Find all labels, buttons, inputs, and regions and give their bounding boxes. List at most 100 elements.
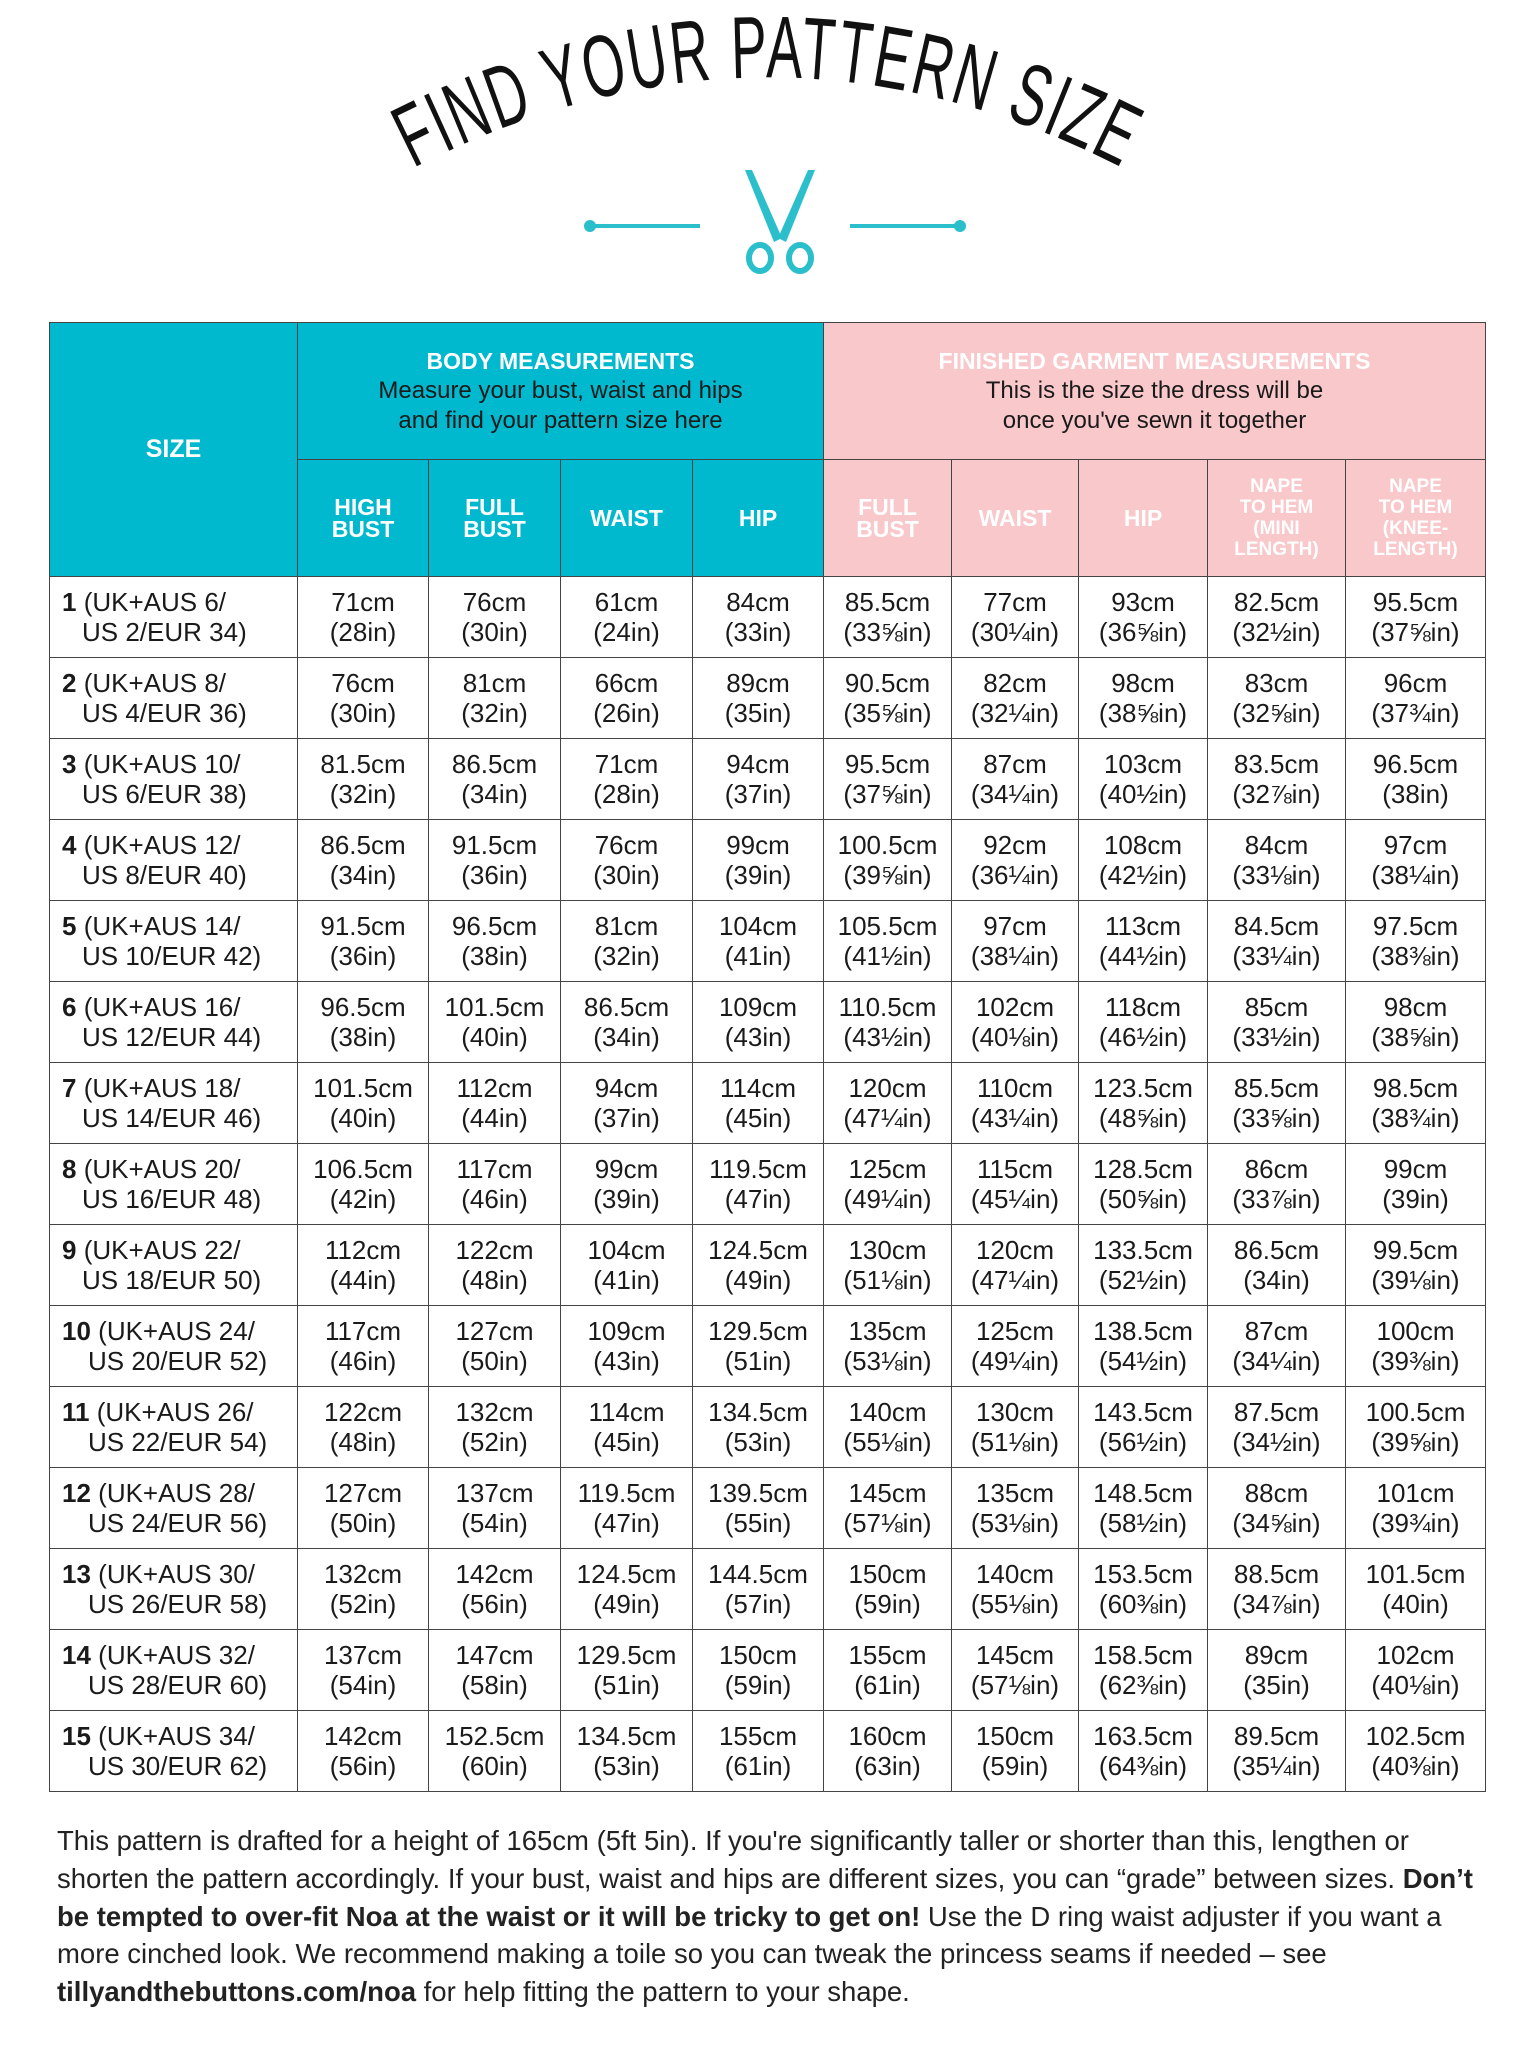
inch-value: (38⅜in) [1371, 941, 1460, 971]
column-header-line: FULL [858, 494, 917, 520]
measurement-cell: 94cm (37in) [560, 1062, 693, 1144]
cm-value: 150cm [848, 1559, 927, 1589]
column-header-line: FULL [465, 494, 524, 520]
column-header: NAPE TO HEM (MINI LENGTH) [1207, 459, 1346, 577]
inch-value: (55⅛in) [970, 1589, 1060, 1619]
measurement-cell: 150cm (59in) [951, 1710, 1079, 1792]
size-equivalents: US 14/EUR 46) [82, 1103, 262, 1133]
cm-value: 145cm [975, 1640, 1055, 1670]
cm-value: 143.5cm [1093, 1397, 1193, 1427]
inch-value: (61in) [854, 1670, 921, 1700]
inch-value: (59in) [854, 1589, 921, 1619]
measurement-cell: 83.5cm (32⅞in) [1207, 738, 1346, 820]
inch-value: (42in) [329, 1184, 397, 1214]
inch-value: (49¼in) [970, 1346, 1060, 1376]
column-header: FULL BUST [823, 459, 952, 577]
inch-value: (41in) [724, 941, 792, 971]
inch-value: (42½in) [1098, 860, 1188, 890]
measurement-cell: 135cm (53⅛in) [823, 1305, 952, 1387]
table-row: 6 (UK+AUS 16/US 12/EUR 44) 96.5cm (38in) 10… [49, 981, 1487, 1063]
measurement-cell: 108cm (42½in) [1078, 819, 1208, 901]
cm-value: 84cm [726, 587, 790, 617]
cm-value: 83.5cm [1233, 749, 1320, 779]
inch-value: (51in) [593, 1670, 660, 1700]
measurement-cell: 83cm (32⅝in) [1207, 657, 1346, 739]
measurement-cell: 76cm (30in) [297, 657, 429, 739]
cm-value: 120cm [975, 1235, 1055, 1265]
measurement-cell: 142cm (56in) [297, 1710, 429, 1792]
inch-value: (38in) [1382, 779, 1449, 809]
cm-value: 95.5cm [1372, 587, 1459, 617]
measurement-cell: 134.5cm (53in) [692, 1386, 824, 1468]
size-number: 10 [62, 1316, 91, 1346]
cm-value: 147cm [455, 1640, 534, 1670]
measurement-cell: 158.5cm (62⅜in) [1078, 1629, 1208, 1711]
cm-value: 83cm [1244, 668, 1309, 698]
cm-value: 97cm [1383, 830, 1448, 860]
size-equivalents: (UK+AUS 20/ [83, 1154, 241, 1184]
measurement-cell: 98cm (38⅝in) [1344, 981, 1487, 1063]
measurement-cell: 89.5cm (35¼in) [1207, 1710, 1346, 1792]
cm-value: 129.5cm [576, 1640, 677, 1670]
inch-value: (32in) [329, 779, 397, 809]
inch-value: (39⅛in) [1371, 1265, 1460, 1295]
cm-value: 150cm [975, 1721, 1055, 1751]
measurement-cell: 140cm (55⅛in) [823, 1386, 952, 1468]
column-header-line: BUST [463, 516, 526, 542]
group-title: FINISHED GARMENT MEASUREMENTS [938, 348, 1371, 374]
size-number: 1 [62, 587, 77, 617]
inch-value: (40in) [461, 1022, 528, 1052]
inch-value: (33½in) [1232, 1022, 1321, 1052]
table-row: 14 (UK+AUS 32/US 28/EUR 60) 137cm (54in) 14… [49, 1629, 1487, 1711]
size-cell: 10 (UK+AUS 24/US 20/EUR 52) [49, 1305, 298, 1387]
measurement-cell: 153.5cm (60⅜in) [1078, 1548, 1208, 1630]
size-equivalents: (UK+AUS 8/ [83, 668, 227, 698]
inch-value: (57⅛in) [843, 1508, 932, 1538]
website-link[interactable]: tillyandthebuttons.com/noa [57, 1976, 417, 2008]
measurement-cell: 122cm (48in) [297, 1386, 429, 1468]
cm-value: 112cm [456, 1073, 533, 1103]
cm-value: 122cm [323, 1397, 403, 1427]
inch-value: (60in) [461, 1751, 528, 1781]
inch-value: (28in) [329, 617, 397, 647]
measurement-cell: 81cm (32in) [428, 657, 561, 739]
measurement-cell: 155cm (61in) [692, 1710, 824, 1792]
cm-value: 110.5cm [838, 992, 937, 1022]
inch-value: (40⅛in) [970, 1022, 1060, 1052]
measurement-cell: 104cm (41in) [692, 900, 824, 982]
cm-value: 104cm [718, 911, 798, 941]
inch-value: (48in) [461, 1265, 528, 1295]
measurement-cell: 100cm (39⅜in) [1344, 1305, 1487, 1387]
measurement-cell: 145cm (57⅛in) [951, 1629, 1079, 1711]
cm-value: 113cm [1104, 911, 1182, 941]
measurement-cell: 134.5cm (53in) [560, 1710, 693, 1792]
measurement-cell: 130cm (51⅛in) [951, 1386, 1079, 1468]
inch-value: (53⅛in) [970, 1508, 1060, 1538]
cm-value: 124.5cm [708, 1235, 808, 1265]
inch-value: (39in) [593, 1184, 660, 1214]
size-equivalents: (UK+AUS 22/ [83, 1235, 241, 1265]
table-row: 8 (UK+AUS 20/US 16/EUR 48) 106.5cm (42in) 1… [49, 1143, 1487, 1225]
inch-value: (60⅜in) [1098, 1589, 1188, 1619]
measurement-cell: 96.5cm (38in) [1344, 738, 1487, 820]
inch-value: (57⅛in) [970, 1670, 1060, 1700]
inch-value: (34in) [593, 1022, 660, 1052]
inch-value: (50⅝in) [1098, 1184, 1188, 1214]
cm-value: 145cm [848, 1478, 927, 1508]
inch-value: (47¼in) [970, 1265, 1060, 1295]
measurement-cell: 138.5cm (54½in) [1078, 1305, 1208, 1387]
column-header-line: HIP [1123, 505, 1163, 531]
inch-value: (38¼in) [1371, 860, 1460, 890]
inch-value: (51⅛in) [970, 1427, 1060, 1457]
column-header: WAIST [951, 459, 1079, 577]
garment-measurements-header: FINISHED GARMENT MEASUREMENTS This is th… [822, 322, 1487, 460]
inch-value: (45¼in) [970, 1184, 1060, 1214]
cm-value: 132cm [455, 1397, 534, 1427]
measurement-cell: 103cm (40½in) [1078, 738, 1208, 820]
inch-value: (61in) [724, 1751, 792, 1781]
cm-value: 103cm [1103, 749, 1183, 779]
measurement-cell: 85.5cm (33⅝in) [823, 576, 952, 658]
inch-value: (40in) [329, 1103, 397, 1133]
inch-value: (48in) [329, 1427, 397, 1457]
